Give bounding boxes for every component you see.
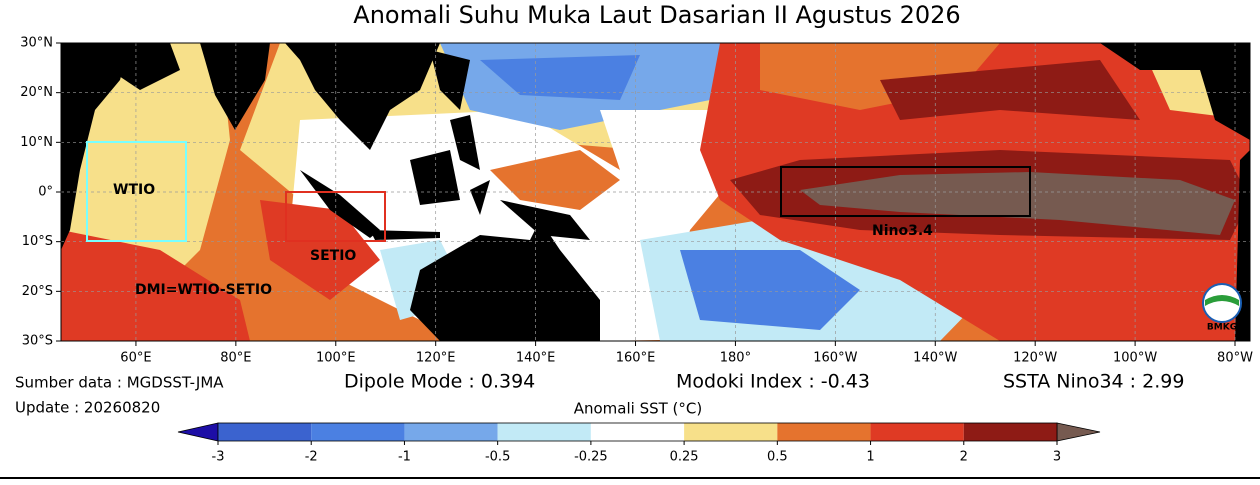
colorbar-segment: [963, 423, 1057, 441]
colorbar-tick-label: -3: [212, 450, 225, 465]
x-tick-label: 80°W: [1217, 351, 1253, 366]
x-tick-label: 160°E: [616, 351, 656, 366]
map-title: Anomali Suhu Muka Laut Dasarian II Agust…: [353, 1, 960, 29]
colorbar-tick-label: -2: [305, 450, 318, 465]
colorbar-tick-label: 2: [960, 450, 968, 465]
colorbar-tick-label: 3: [1053, 450, 1061, 465]
x-tick-label: 80°E: [220, 351, 251, 366]
index-text: Modoki Index : -0.43: [676, 371, 870, 393]
colorbar-segment: [684, 423, 778, 441]
colorbar-extend: [1056, 422, 1101, 442]
axis-ticks: 60°E 80°E 100°E 120°E 140°E 160°E 180° 160°W 140…: [20, 36, 1253, 366]
x-tick-label: 100°W: [1113, 351, 1157, 366]
y-tick-label: 30°N: [20, 36, 53, 51]
region-box: [86, 141, 187, 242]
colorbar-segment: [777, 423, 871, 441]
y-tick-label: 10°S: [22, 234, 53, 249]
colorbar-tick-label: 0.5: [767, 450, 788, 465]
colorbar-frame: [217, 422, 1058, 442]
region-label: SETIO: [310, 248, 356, 264]
annotation: DMI=WTIO-SETIO: [135, 282, 272, 298]
logo-text: BMKG: [1207, 323, 1237, 333]
colorbar-tick-label: 0.25: [670, 450, 699, 465]
colorbar-segment: [590, 423, 685, 441]
x-tick-label: 100°E: [316, 351, 356, 366]
y-tick-label: 20°S: [22, 284, 53, 299]
logo: BMKG: [1202, 283, 1242, 333]
region-label: Nino3.4: [872, 223, 933, 239]
y-tick-label: 20°N: [20, 85, 53, 100]
source-text: Sumber data : MGDSST-JMA: [15, 374, 224, 392]
region-box: [780, 166, 1031, 217]
x-tick-label: 120°E: [416, 351, 456, 366]
x-tick-label: 180°: [720, 351, 751, 366]
region-box: [285, 191, 386, 242]
colorbar-tick-label: -0.25: [574, 450, 608, 465]
x-tick-label: 140°E: [516, 351, 556, 366]
index-text: Dipole Mode : 0.394: [344, 371, 535, 393]
update-text: Update : 20260820: [15, 399, 160, 417]
y-tick-label: 10°N: [20, 135, 53, 150]
region-label: WTIO: [113, 182, 155, 198]
colorbar-label: Anomali SST (°C): [574, 400, 703, 418]
colorbar-segment: [404, 423, 498, 441]
y-tick-label: 30°S: [22, 334, 53, 349]
colorbar-segment: [497, 423, 591, 441]
colorbar-tick-label: -1: [398, 450, 411, 465]
colorbar-segment: [870, 423, 964, 441]
colorbar-segment: [311, 423, 405, 441]
x-tick-label: 120°W: [1013, 351, 1057, 366]
x-tick-label: 140°W: [913, 351, 957, 366]
colorbar-extend: [177, 422, 219, 442]
logo-wave: [1205, 295, 1239, 306]
colorbar-tick-label: -0.5: [485, 450, 510, 465]
x-tick-label: 160°W: [813, 351, 857, 366]
x-tick-label: 60°E: [120, 351, 151, 366]
y-tick-label: 0°: [38, 185, 53, 200]
index-text: SSTA Nino34 : 2.99: [1003, 371, 1184, 393]
logo-circle: [1202, 283, 1242, 323]
colorbar-tick-label: 1: [866, 450, 874, 465]
colorbar: -3 -2 -1 -0.5 -0.25 0.25 0.5 1 2 3: [177, 422, 1101, 465]
colorbar-segment: [218, 423, 312, 441]
